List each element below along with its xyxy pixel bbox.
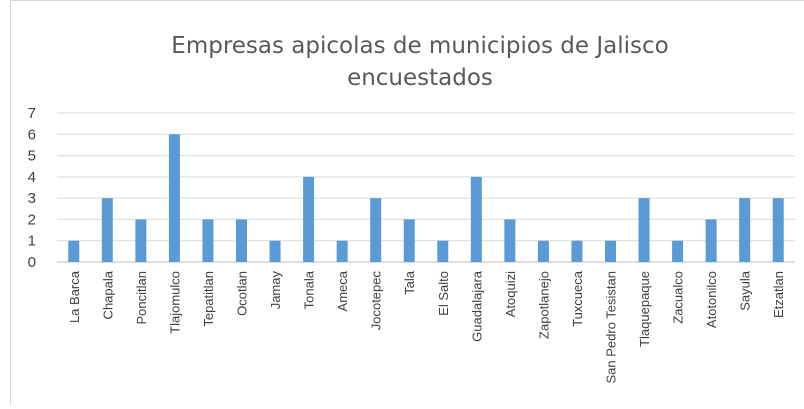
x-tick-label: Tlajomulco <box>167 271 182 334</box>
bar <box>504 219 515 262</box>
y-tick-label: 3 <box>28 190 36 207</box>
bar <box>303 177 314 262</box>
bar <box>571 241 582 262</box>
bar <box>706 219 717 262</box>
x-tick-label: Atotonilco <box>704 271 719 328</box>
x-tick-label: Chapala <box>100 270 115 319</box>
x-tick-label: Tonala <box>302 270 317 309</box>
bar <box>270 241 281 262</box>
x-tick-label: Tepatitlan <box>201 271 216 327</box>
bar <box>773 198 784 262</box>
bar <box>102 198 113 262</box>
bar <box>605 241 616 262</box>
x-tick-label: Zapotlanejo <box>536 271 551 339</box>
x-tick-label: Ocotlan <box>235 271 250 316</box>
bar <box>370 198 381 262</box>
x-tick-label: Poncitlan <box>134 271 149 324</box>
bar <box>672 241 683 262</box>
x-tick-label: Sayula <box>738 270 753 311</box>
bar <box>68 241 79 262</box>
x-tick-label: Tuxcueca <box>570 270 585 327</box>
y-tick-label: 5 <box>28 148 36 165</box>
bar <box>337 241 348 262</box>
x-tick-label: Tala <box>402 270 417 295</box>
chart-title: Empresas apicolas de municipios de Jalis… <box>130 30 710 94</box>
x-tick-label: Guadalajara <box>469 270 484 342</box>
x-tick-label: Jamay <box>268 271 283 310</box>
x-tick-label: Jocotepec <box>369 271 384 331</box>
bar <box>169 134 180 262</box>
bar <box>135 219 146 262</box>
y-tick-label: 4 <box>28 169 36 186</box>
x-tick-label: Etzatlan <box>771 271 786 318</box>
x-tick-label: Atoquizi <box>503 271 518 317</box>
bar <box>639 198 650 262</box>
x-tick-label: Zacualco <box>671 271 686 324</box>
bar <box>202 219 213 262</box>
x-tick-label: La Barca <box>67 270 82 323</box>
x-tick-label: Ameca <box>335 270 350 311</box>
bar <box>471 177 482 262</box>
y-tick-label: 6 <box>28 126 36 143</box>
x-tick-label: Tlaquepaque <box>637 271 652 347</box>
bar <box>236 219 247 262</box>
x-tick-label: El Salto <box>436 271 451 316</box>
y-tick-label: 1 <box>28 233 36 250</box>
y-tick-label: 2 <box>28 211 36 228</box>
bar <box>739 198 750 262</box>
bar <box>437 241 448 262</box>
bar <box>538 241 549 262</box>
x-tick-label: San Pedro Tesistan <box>604 271 619 384</box>
bar <box>404 219 415 262</box>
y-tick-label: 0 <box>28 254 36 271</box>
y-tick-label: 7 <box>28 105 36 122</box>
